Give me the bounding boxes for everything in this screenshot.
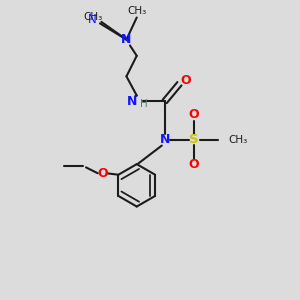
Text: N: N (160, 133, 170, 146)
Text: O: O (180, 74, 190, 87)
Text: O: O (189, 158, 200, 171)
Text: CH₃: CH₃ (127, 6, 146, 16)
Text: CH₃: CH₃ (83, 13, 102, 22)
Text: O: O (97, 167, 107, 180)
Text: S: S (189, 133, 199, 146)
Text: O: O (189, 108, 200, 121)
Text: N: N (121, 33, 132, 46)
Text: N: N (127, 95, 137, 108)
Text: N: N (88, 14, 97, 26)
Text: CH₃: CH₃ (228, 135, 247, 145)
Text: H: H (140, 99, 148, 110)
